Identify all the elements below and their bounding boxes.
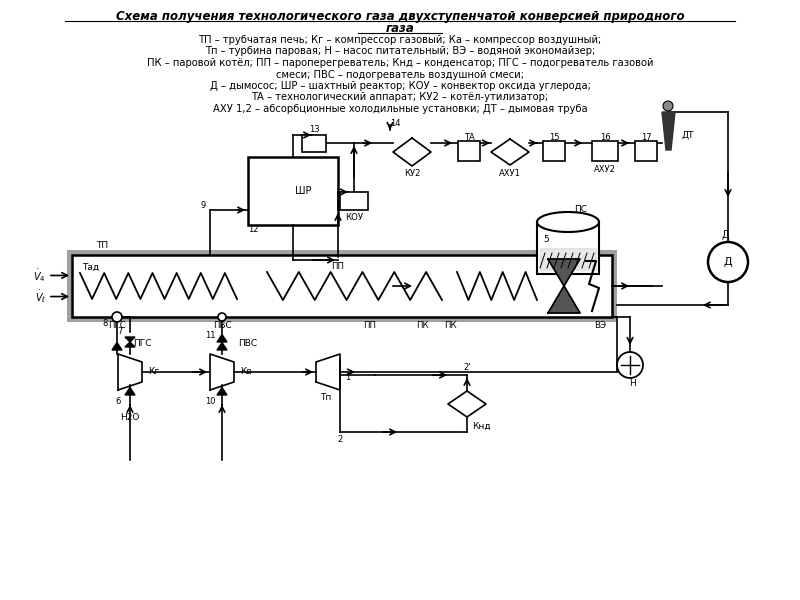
Text: Н: Н	[630, 379, 636, 388]
Bar	[302, 135, 326, 152]
Text: ТА: ТА	[464, 133, 474, 142]
Text: ПП: ПП	[331, 262, 345, 271]
Text: Тад: Тад	[82, 263, 99, 272]
Bar	[592, 141, 618, 161]
Polygon shape	[125, 337, 135, 342]
Polygon shape	[125, 342, 135, 347]
Text: Кнд: Кнд	[472, 421, 490, 431]
Text: ПГС: ПГС	[133, 338, 151, 347]
Text: ВЭ: ВЭ	[594, 320, 606, 329]
Circle shape	[112, 312, 122, 322]
Polygon shape	[112, 343, 122, 350]
Text: ТА – технологический аппарат; КУ2 – котёл-утилизатор;: ТА – технологический аппарат; КУ2 – котё…	[251, 92, 549, 103]
Circle shape	[218, 313, 226, 321]
Text: Н2О: Н2О	[120, 413, 140, 422]
Text: Д: Д	[721, 230, 729, 240]
Text: 9: 9	[200, 200, 206, 209]
Text: ПВС: ПВС	[238, 338, 257, 347]
Polygon shape	[125, 388, 135, 395]
Circle shape	[617, 352, 643, 378]
Text: Кв: Кв	[240, 367, 252, 377]
Text: ШР: ШР	[294, 186, 311, 196]
Polygon shape	[548, 286, 580, 313]
Text: ПК – паровой котёл; ПП – пароперегреватель; Кнд – конденсатор; ПГС – подогревате: ПК – паровой котёл; ПП – пароперегревате…	[146, 58, 654, 68]
Text: ПГС: ПГС	[108, 320, 126, 329]
Bar	[537, 222, 599, 274]
Text: ТП: ТП	[96, 241, 108, 250]
Bar	[67, 250, 617, 322]
Text: АХУ1: АХУ1	[499, 169, 521, 179]
Text: 15: 15	[549, 133, 559, 142]
Text: 16: 16	[600, 133, 610, 142]
Text: ТП – трубчатая печь; Кг – компрессор газовый; Ка – компрессор воздушный;: ТП – трубчатая печь; Кг – компрессор газ…	[198, 35, 602, 45]
Text: газа: газа	[386, 22, 414, 35]
Polygon shape	[217, 388, 227, 395]
Text: 10: 10	[205, 397, 215, 407]
Circle shape	[663, 101, 673, 111]
Text: АХУ2: АХУ2	[594, 164, 616, 173]
Polygon shape	[210, 354, 234, 390]
Text: ПК: ПК	[444, 320, 456, 329]
Bar	[543, 141, 565, 161]
Text: ПС: ПС	[574, 205, 587, 214]
Text: ПК: ПК	[416, 320, 428, 329]
Text: $\dot{V}_\ell$: $\dot{V}_\ell$	[35, 288, 46, 305]
Text: 12: 12	[248, 224, 258, 233]
Polygon shape	[217, 343, 227, 350]
Circle shape	[708, 242, 748, 282]
Text: КОУ: КОУ	[345, 214, 363, 223]
Text: 14: 14	[390, 118, 400, 127]
Polygon shape	[662, 112, 675, 150]
Bar	[248, 157, 338, 225]
Polygon shape	[548, 259, 580, 286]
Polygon shape	[118, 354, 142, 390]
Text: 2': 2'	[463, 363, 470, 372]
Text: 5: 5	[543, 235, 549, 245]
Text: Тп – турбина паровая; Н – насос питательный; ВЭ – водяной экономайзер;: Тп – турбина паровая; Н – насос питатель…	[205, 46, 595, 56]
Text: ПВС: ПВС	[213, 320, 231, 329]
Polygon shape	[217, 335, 227, 342]
Text: 13: 13	[309, 125, 319, 134]
Text: Тп: Тп	[320, 394, 332, 403]
Text: смеси; ПВС – подогреватель воздушной смеси;: смеси; ПВС – подогреватель воздушной сме…	[276, 70, 524, 79]
Bar	[635, 141, 657, 161]
Text: $\dot{V}_4$: $\dot{V}_4$	[34, 267, 46, 284]
Text: 6: 6	[115, 397, 121, 407]
Ellipse shape	[537, 212, 599, 232]
Text: ПП: ПП	[363, 320, 377, 329]
Bar	[458, 141, 480, 161]
Text: 2: 2	[338, 436, 342, 445]
Text: ДТ: ДТ	[682, 130, 694, 139]
Text: 1: 1	[346, 373, 350, 383]
Polygon shape	[316, 354, 340, 390]
Text: Кг: Кг	[148, 367, 159, 377]
Text: Схема получения технологического газа двухступенчатой конверсией природного: Схема получения технологического газа дв…	[116, 10, 684, 23]
Text: 7: 7	[118, 328, 122, 337]
Text: Д – дымосос; ШР – шахтный реактор; КОУ – конвектор оксида углерода;: Д – дымосос; ШР – шахтный реактор; КОУ –…	[210, 81, 590, 91]
Text: АХУ 1,2 – абсорбционные холодильные установки; ДТ – дымовая труба: АХУ 1,2 – абсорбционные холодильные уста…	[213, 104, 587, 114]
Bar	[72, 255, 612, 317]
Text: Д: Д	[724, 257, 732, 267]
Bar	[340, 192, 368, 210]
Text: 8: 8	[102, 319, 108, 328]
Text: 11: 11	[205, 331, 215, 340]
Text: КУ2: КУ2	[404, 169, 420, 179]
Text: 17: 17	[641, 133, 651, 142]
